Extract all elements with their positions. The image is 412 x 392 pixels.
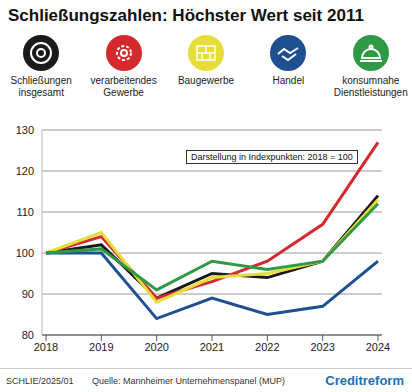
svg-text:2022: 2022 [255,341,279,353]
svg-text:2019: 2019 [89,341,113,353]
svg-text:2024: 2024 [366,341,390,353]
html-text:SCHLIE/2025/01: SCHLIE/2025/01 [6,376,74,386]
html-text:Schließungen insgesamt: Schließungen insgesamt [10,75,72,98]
svg-text:130: 130 [16,124,34,136]
html-text:verarbeitendes Gewerbe: verarbeitendes Gewerbe [90,75,157,98]
svg-text:100: 100 [16,247,34,259]
svg-text:120: 120 [16,165,34,177]
html-text:Creditreform: Creditreform [325,373,404,388]
html-text:Quelle: Mannheimer Unternehmen: Quelle: Mannheimer Unternehmenspanel (MU… [92,376,286,386]
svg-text:2018: 2018 [34,341,58,353]
svg-text:2023: 2023 [310,341,334,353]
svg-text:2021: 2021 [200,341,224,353]
html-text:konsumnahe Dienstleistungen: konsumnahe Dienstleistungen [333,75,408,98]
html-text:Baugewerbe: Baugewerbe [177,75,234,86]
svg-text:80: 80 [22,329,34,341]
html-text:Darstellung in Indexpunkten: 2: Darstellung in Indexpunkten: 2018 = 100 [191,152,353,162]
html-text:Handel: Handel [272,75,305,86]
svg-text:90: 90 [22,288,34,300]
svg-text:110: 110 [16,206,34,218]
html-text:Schließungszahlen: Höchster We: Schließungszahlen: Höchster Wert seit 20… [8,6,364,25]
svg-text:2020: 2020 [144,341,168,353]
